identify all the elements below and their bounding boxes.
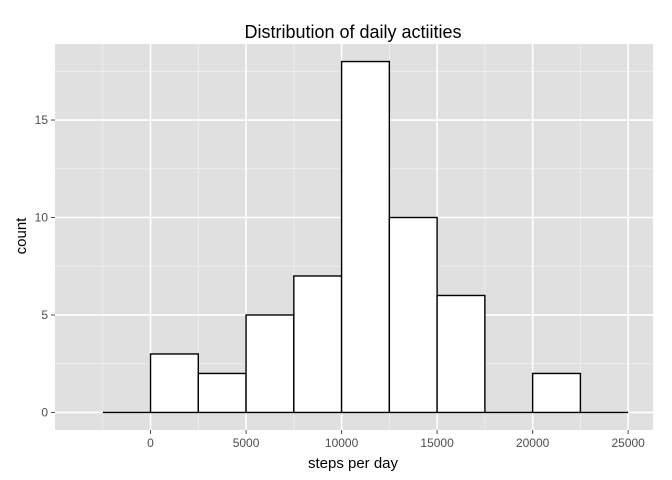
x-tick-label: 10000 bbox=[325, 436, 359, 450]
histogram-bar bbox=[293, 275, 343, 414]
histogram-bar bbox=[245, 314, 295, 414]
x-tick-label: 25000 bbox=[611, 436, 645, 450]
histogram-bar bbox=[531, 372, 582, 414]
x-tick-label: 20000 bbox=[516, 436, 550, 450]
x-tick-label: 5000 bbox=[233, 436, 260, 450]
x-axis-title: steps per day bbox=[308, 455, 399, 472]
histogram-bar bbox=[340, 60, 391, 414]
chart-title: Distribution of daily actiities bbox=[244, 22, 461, 42]
histogram-bar bbox=[388, 216, 438, 414]
histogram-bar bbox=[436, 294, 486, 414]
histogram-bar bbox=[149, 353, 199, 414]
y-tick-label: 5 bbox=[41, 308, 48, 322]
histogram-bar bbox=[197, 372, 247, 414]
y-tick-label: 15 bbox=[35, 113, 49, 127]
y-axis-title: count bbox=[13, 217, 30, 255]
x-tick-label: 0 bbox=[147, 436, 154, 450]
y-tick-label: 10 bbox=[35, 211, 49, 225]
y-tick-label: 0 bbox=[41, 405, 48, 419]
x-tick-label: 15000 bbox=[420, 436, 454, 450]
